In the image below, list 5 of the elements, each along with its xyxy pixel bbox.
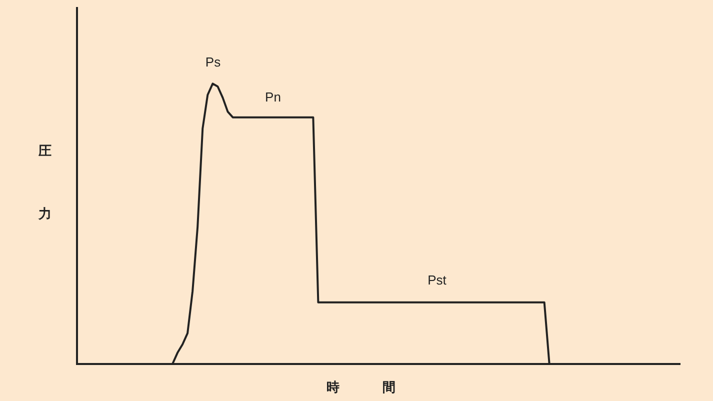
text: Ps [205,54,222,70]
y-axis-title: 圧力 [38,134,53,258]
annotation: Pst [428,272,447,288]
annotation: Pn [265,90,281,105]
text: 時間 [326,380,396,395]
